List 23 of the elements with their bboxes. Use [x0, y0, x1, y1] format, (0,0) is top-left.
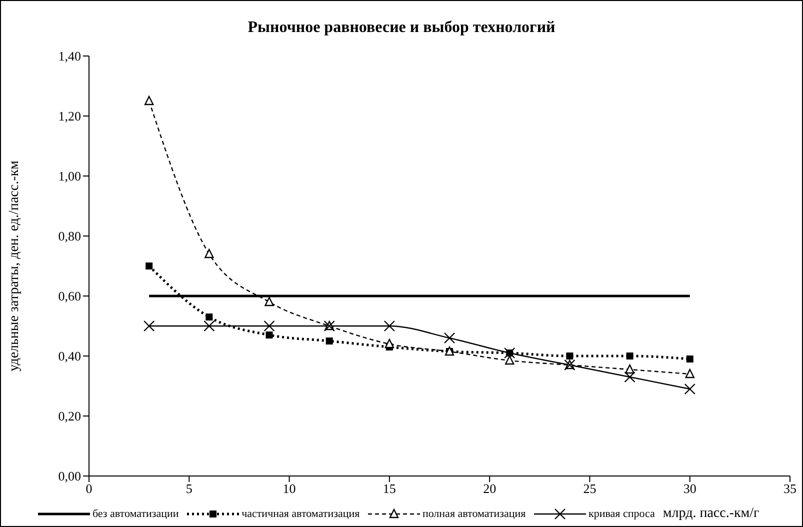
x-tick-label: 0 — [86, 481, 92, 496]
y-tick-label: 1,00 — [58, 168, 81, 184]
y-tick-label: 0,00 — [58, 468, 81, 484]
y-tick-label: 0,20 — [58, 408, 81, 424]
y-tick-label: 0,60 — [58, 288, 81, 304]
x-axis-title: млрд. пасс.-км/г — [662, 506, 760, 522]
x-tick-label: 30 — [683, 481, 696, 496]
legend-label: кривая спроса — [588, 508, 655, 520]
x-tick-label: 25 — [583, 481, 596, 496]
y-tick-label: 1,40 — [58, 48, 81, 64]
x-tick-label: 35 — [784, 481, 796, 496]
legend-label: без автоматизации — [91, 508, 179, 520]
y-tick-label: 1,20 — [58, 108, 81, 124]
y-axis-title: удельные затраты, ден. ед./пасс.-км — [6, 160, 22, 372]
x-tick-label: 15 — [382, 481, 396, 496]
legend-label: полная автоматизация — [421, 508, 526, 520]
y-tick-label: 0,80 — [58, 228, 81, 244]
x-tick-label: 20 — [483, 481, 496, 496]
x-tick-label: 10 — [282, 481, 296, 496]
chart-title: Рыночное равновесие и выбор технологий — [246, 19, 556, 37]
y-tick-label: 0,40 — [58, 348, 81, 364]
x-tick-label: 5 — [186, 481, 192, 496]
legend-label: частичная автоматизация — [240, 508, 360, 520]
